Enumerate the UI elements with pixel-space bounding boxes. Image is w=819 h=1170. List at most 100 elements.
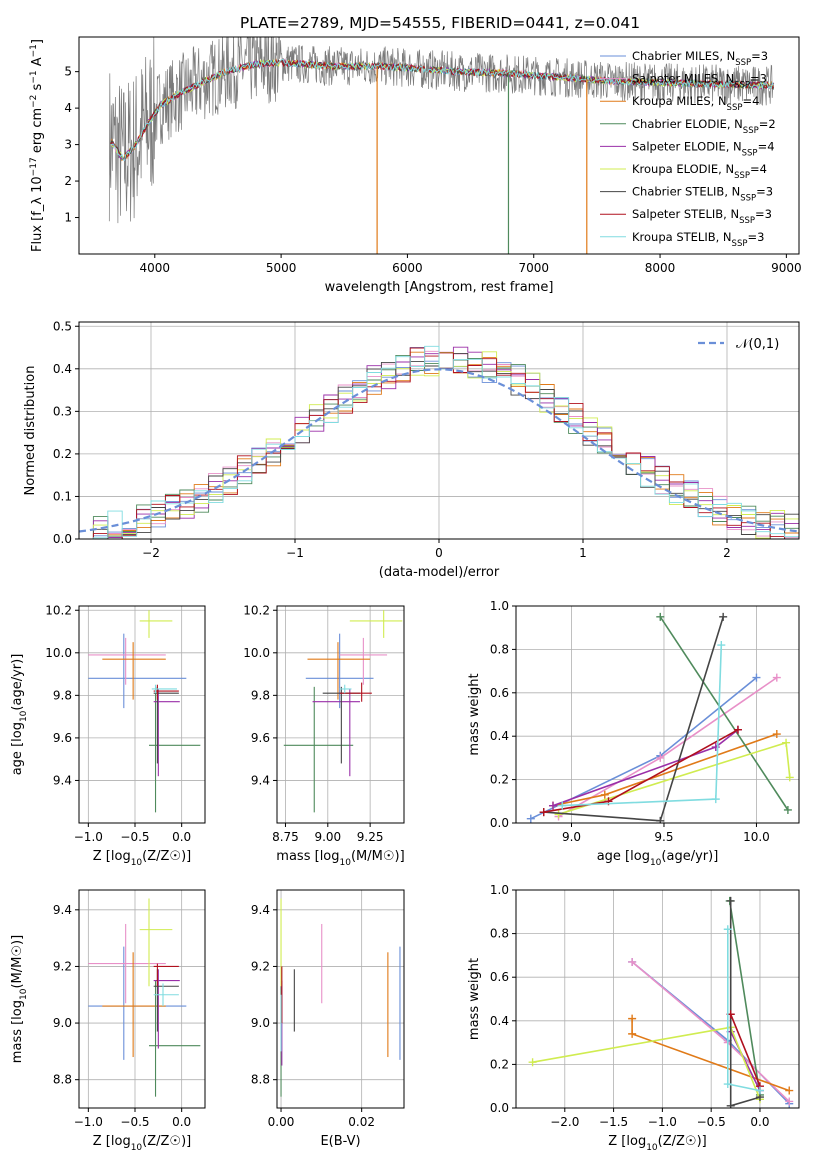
x-axis-label: Z [log10(Z/Z☉)] xyxy=(93,1134,192,1153)
legend-label: 𝒩(0,1) xyxy=(736,337,779,352)
x-tick-label: −0.5 xyxy=(120,1115,149,1129)
legend-label: Chabrier ELODIE, NSSP=2 xyxy=(632,117,776,136)
weight-marker xyxy=(785,773,794,782)
x-tick-label: 9.0 xyxy=(562,830,581,844)
x-tick-label: −1 xyxy=(286,546,304,560)
y-tick-label: 10.2 xyxy=(243,603,270,617)
plot-area-mass-vs-ebv xyxy=(280,898,401,1097)
x-tick-label: 0 xyxy=(435,546,443,560)
errorbar-point xyxy=(349,610,403,638)
normal-curve xyxy=(79,368,799,533)
panel-age-vs-Z: −1.0 −0.5 0.0 9.4 9.6 9.8 10.0 10.2 Z [log10(Z/Z… xyxy=(10,603,206,868)
y-axis-label: age [log10(age/yr)] xyxy=(10,654,29,776)
x-tick-label: −1.0 xyxy=(74,830,103,844)
x-tick-label: 9000 xyxy=(771,261,802,275)
errorbar-point xyxy=(305,633,374,709)
legend: Chabrier MILES, NSSP=3 Salpeter MILES, NS… xyxy=(600,49,776,249)
x-tick-label: 7000 xyxy=(518,261,549,275)
panel-age-vs-mass: 8.75 9.00 9.25 9.4 9.6 9.8 10.0 10.2 mass [log10… xyxy=(243,603,404,868)
y-tick-label: 10.0 xyxy=(243,646,270,660)
errorbar-point xyxy=(149,686,201,813)
errorbar-point xyxy=(307,642,371,700)
legend-label: Salpeter STELIB, NSSP=3 xyxy=(632,207,772,226)
panel-weight-vs-age: 9.0 9.5 10.0 0.0 0.2 0.4 0.6 0.8 1.0 age [log10(a… xyxy=(467,599,800,868)
x-tick-label: −1.5 xyxy=(599,1115,628,1129)
weight-marker xyxy=(726,1101,735,1108)
weight-marker xyxy=(752,673,761,682)
y-tick-label: 0.1 xyxy=(53,489,72,503)
y-tick-label: 0.0 xyxy=(490,816,509,830)
errorbar-point xyxy=(339,684,352,694)
weight-marker xyxy=(785,1097,794,1106)
y-tick-label: 8.8 xyxy=(251,1073,270,1087)
x-tick-label: 2 xyxy=(723,546,731,560)
axes-frame xyxy=(515,889,800,1109)
x-tick-label: 10.0 xyxy=(743,830,770,844)
model-spectrum-line xyxy=(110,58,775,161)
x-tick-label: −1.0 xyxy=(648,1115,677,1129)
y-axis-label: Normed distribution xyxy=(23,366,38,496)
y-axis-label: mass weight xyxy=(467,958,482,1040)
y-tick-label: 10.2 xyxy=(45,603,72,617)
legend-label: Kroupa MILES, NSSP=4 xyxy=(632,94,759,113)
x-tick-label: −1.0 xyxy=(74,1115,103,1129)
y-tick-label: 9.2 xyxy=(251,959,270,973)
x-axis-label: E(B-V) xyxy=(320,1134,360,1149)
weight-marker xyxy=(785,1086,794,1095)
errorbar-point xyxy=(102,642,166,700)
y-tick-label: 0.0 xyxy=(53,532,72,546)
x-axis-label: (data-model)/error xyxy=(379,565,500,580)
y-axis-label: mass [log10(M/M☉)] xyxy=(10,935,29,1063)
weight-marker xyxy=(548,801,557,810)
y-tick-label: 9.2 xyxy=(53,959,72,973)
axes-frame xyxy=(515,605,800,824)
weight-marker xyxy=(711,795,720,804)
y-tick-label: 0.8 xyxy=(490,642,509,656)
y-tick-label: 0.4 xyxy=(490,729,509,743)
weight-marker xyxy=(528,1058,537,1067)
x-tick-label: 0.02 xyxy=(348,1115,375,1129)
errorbar-point xyxy=(153,963,179,987)
axes-frame xyxy=(276,889,405,1109)
weight-marker xyxy=(772,730,781,739)
legend-label: Salpeter ELODIE, NSSP=4 xyxy=(632,139,775,158)
weight-line xyxy=(659,616,789,811)
x-tick-label: 9.5 xyxy=(654,830,673,844)
axes-frame xyxy=(78,36,800,255)
weight-marker xyxy=(554,810,563,819)
y-tick-label: 5 xyxy=(64,65,72,79)
weight-marker xyxy=(628,957,637,966)
errorbar-point xyxy=(151,684,177,694)
legend-label: Chabrier MILES, NSSP=3 xyxy=(632,49,768,68)
y-tick-label: 0.2 xyxy=(53,447,72,461)
x-tick-label: 9.25 xyxy=(357,830,384,844)
y-tick-label: 1.0 xyxy=(490,883,509,897)
weight-marker xyxy=(723,925,732,934)
y-tick-label: 2 xyxy=(64,174,72,188)
weight-marker xyxy=(733,725,742,734)
histogram-steps xyxy=(79,345,799,539)
errorbar-point xyxy=(153,983,179,1007)
weight-marker xyxy=(628,1014,637,1023)
y-tick-label: 0.8 xyxy=(490,927,509,941)
y-tick-label: 9.4 xyxy=(53,773,72,787)
weight-marker xyxy=(558,801,567,810)
weight-line xyxy=(728,900,761,1096)
x-axis-label: Z [log10(Z/Z☉)] xyxy=(93,849,192,868)
y-axis-label: mass weight xyxy=(467,673,482,755)
x-tick-label: −2.0 xyxy=(550,1115,579,1129)
y-tick-label: 10.0 xyxy=(45,646,72,660)
plot-area-weight-vs-age xyxy=(526,612,794,823)
x-tick-label: 0.00 xyxy=(268,1115,295,1129)
legend-label: Salpeter MILES, NSSP=3 xyxy=(632,72,767,91)
y-tick-label: 9.4 xyxy=(251,903,270,917)
weight-marker xyxy=(656,816,665,823)
errorbar-point xyxy=(139,898,173,987)
y-tick-label: 1 xyxy=(64,211,72,225)
weight-marker xyxy=(656,612,665,621)
weight-marker xyxy=(783,805,792,814)
weight-marker xyxy=(600,790,609,799)
y-tick-label: 9.8 xyxy=(53,688,72,702)
weight-marker xyxy=(755,1086,764,1095)
